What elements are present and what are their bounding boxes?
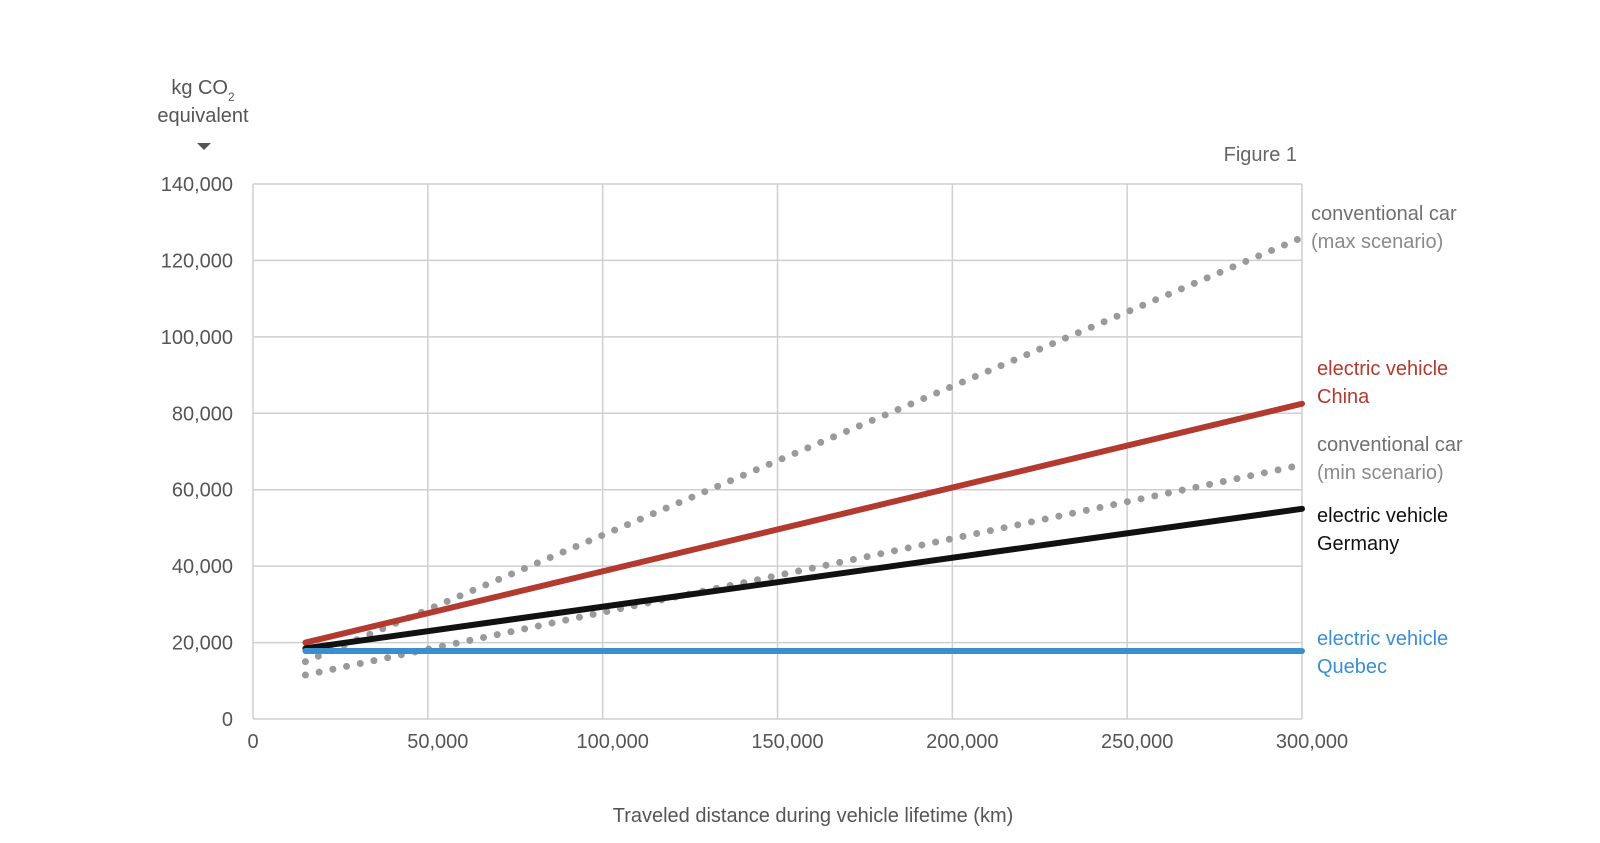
y-axis-title-subscript: 2 xyxy=(228,90,235,104)
x-axis-title: Traveled distance during vehicle lifetim… xyxy=(613,805,1014,827)
series-label: electric vehicle Quebec xyxy=(1317,628,1448,678)
series-label-line: electric vehicle xyxy=(1317,505,1448,527)
y-tick-label: 0 xyxy=(222,709,233,731)
y-axis-title-line1: kg CO2 xyxy=(171,77,235,104)
series-label-line: (max scenario) xyxy=(1311,231,1443,253)
series-label: electric vehicle China xyxy=(1317,358,1448,408)
series-label-line: Germany xyxy=(1317,533,1399,555)
series-label-line: electric vehicle xyxy=(1317,628,1448,650)
series-layer xyxy=(301,234,1306,679)
series-label-line: China xyxy=(1317,386,1370,408)
series-line-conventional-car-max-scenario xyxy=(301,234,1306,666)
series-label-line: electric vehicle xyxy=(1317,358,1448,380)
y-tick-label: 100,000 xyxy=(161,327,233,349)
series-line-conventional-car-min-scenario xyxy=(301,461,1306,679)
y-tick-label: 140,000 xyxy=(161,174,233,196)
series-label-line: conventional car xyxy=(1311,203,1457,225)
y-axis-title-line2: equivalent xyxy=(157,105,249,127)
x-tick-label: 100,000 xyxy=(577,731,649,753)
series-label: electric vehicle Germany xyxy=(1317,505,1448,555)
y-tick-label: 60,000 xyxy=(172,480,233,502)
y-tick-label: 40,000 xyxy=(172,556,233,578)
series-label-line: Quebec xyxy=(1317,656,1387,678)
series-label-line: conventional car xyxy=(1317,434,1463,456)
x-tick-label: 250,000 xyxy=(1101,731,1173,753)
grid-layer xyxy=(252,183,1303,720)
y-tick-label: 120,000 xyxy=(161,250,233,272)
y-axis-title-unit: kg CO xyxy=(171,77,228,99)
series-line-electric-vehicle-china xyxy=(302,400,1305,646)
x-tick-label: 300,000 xyxy=(1276,731,1348,753)
series-line-electric-vehicle-germany xyxy=(302,505,1305,652)
y-tick-label: 20,000 xyxy=(172,633,233,655)
x-tick-label: 50,000 xyxy=(407,731,468,753)
text-layer: Figure 1 kg CO2 equivalent Traveled dist… xyxy=(157,77,1463,827)
x-tick-label: 150,000 xyxy=(751,731,823,753)
y-axis-arrow-icon xyxy=(197,143,211,150)
series-label: conventional car (min scenario) xyxy=(1317,434,1463,484)
series-label: conventional car (max scenario) xyxy=(1311,203,1457,253)
figure-label: Figure 1 xyxy=(1224,144,1297,166)
y-tick-label: 80,000 xyxy=(172,403,233,425)
x-tick-label: 200,000 xyxy=(926,731,998,753)
x-tick-label: 0 xyxy=(247,731,258,753)
series-label-line: (min scenario) xyxy=(1317,462,1444,484)
